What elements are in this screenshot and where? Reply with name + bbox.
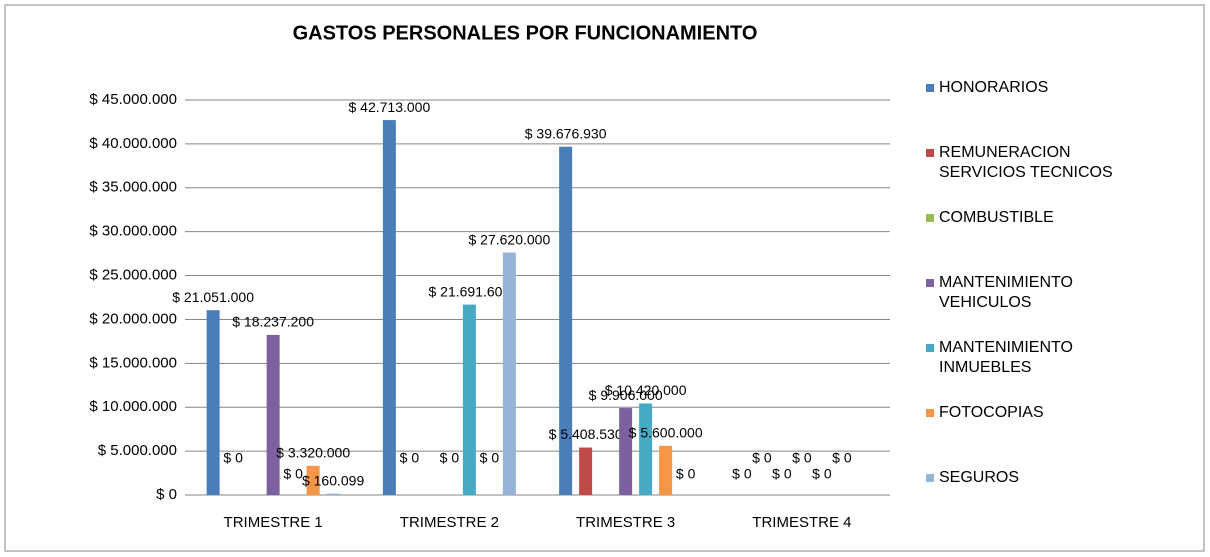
y-tick-label: $ 5.000.000	[98, 442, 177, 459]
data-label: $ 0	[400, 450, 420, 466]
bar	[462, 304, 476, 495]
data-label: $ 0	[812, 466, 832, 482]
data-label: $ 0	[440, 450, 460, 466]
bar	[326, 493, 340, 495]
legend-label: MANTENIMIENTO VEHICULOS	[939, 274, 1073, 311]
data-label: $ 0	[283, 466, 303, 482]
y-tick-label: $ 30.000.000	[89, 223, 177, 240]
legend-item: MANTENIMIENTO INMUEBLES	[926, 338, 1136, 378]
data-label: $ 0	[752, 450, 772, 466]
bar	[579, 447, 593, 495]
data-label: $ 0	[832, 450, 852, 466]
data-label: $ 21.051.000	[172, 289, 254, 305]
data-label: $ 27.620.000	[469, 231, 551, 247]
data-label: $ 0	[772, 466, 792, 482]
bar	[306, 465, 320, 495]
bar	[639, 403, 653, 495]
legend-swatch	[926, 214, 934, 222]
chart-border	[4, 4, 1205, 552]
data-label: $ 0	[480, 450, 500, 466]
legend-label: REMUNERACION SERVICIOS TECNICOS	[939, 144, 1113, 181]
legend-swatch	[926, 344, 934, 352]
data-label: $ 0	[732, 466, 752, 482]
data-label: $ 0	[223, 450, 243, 466]
y-tick-label: $ 35.000.000	[89, 179, 177, 196]
bar	[206, 310, 220, 495]
legend-label: SEGUROS	[939, 469, 1020, 486]
y-tick-label: $ 25.000.000	[89, 267, 177, 284]
data-label: $ 39.676.930	[525, 125, 607, 141]
data-label: $ 5.408.530	[549, 426, 623, 442]
legend-label: COMBUSTIBLE	[939, 209, 1054, 226]
legend-label: MANTENIMIENTO INMUEBLES	[939, 339, 1073, 376]
legend-swatch	[926, 474, 934, 482]
data-label: $ 0	[676, 466, 696, 482]
y-tick-label: $ 10.000.000	[89, 398, 177, 415]
legend-swatch	[926, 409, 934, 417]
bar	[619, 408, 633, 495]
y-tick-label: $ 45.000.000	[89, 91, 177, 108]
x-tick-label: TRIMESTRE 3	[576, 514, 675, 531]
data-label: $ 42.713.000	[349, 99, 431, 115]
legend-item: FOTOCOPIAS	[926, 403, 1044, 423]
bar	[382, 120, 396, 496]
legend-item: COMBUSTIBLE	[926, 208, 1054, 228]
x-tick-label: TRIMESTRE 2	[400, 514, 499, 531]
chart-title: GASTOS PERSONALES POR FUNCIONAMIENTO	[293, 22, 758, 44]
y-tick-label: $ 20.000.000	[89, 310, 177, 327]
legend-item: REMUNERACION SERVICIOS TECNICOS	[926, 143, 1136, 183]
bar	[502, 252, 516, 495]
data-label: $ 0	[792, 450, 812, 466]
data-label: $ 160.099	[302, 472, 364, 488]
data-label: $ 10.420.000	[605, 382, 687, 398]
legend-swatch	[926, 84, 934, 92]
x-tick-label: TRIMESTRE 1	[224, 514, 323, 531]
legend-label: HONORARIOS	[939, 79, 1049, 96]
legend-swatch	[926, 149, 934, 157]
bar	[266, 334, 280, 495]
data-label: $ 5.600.000	[629, 425, 703, 441]
data-label: $ 3.320.000	[276, 445, 350, 461]
legend-item: MANTENIMIENTO VEHICULOS	[926, 273, 1136, 313]
bar	[659, 445, 673, 495]
data-label: $ 9.906.000	[589, 387, 663, 403]
legend-item: SEGUROS	[926, 468, 1019, 488]
y-tick-label: $ 40.000.000	[89, 135, 177, 152]
data-label: $ 18.237.200	[232, 314, 314, 330]
legend-swatch	[926, 279, 934, 287]
data-label: $ 21.691.600	[429, 283, 511, 299]
legend-item: HONORARIOS	[926, 78, 1048, 98]
y-tick-label: $ 0	[156, 486, 177, 503]
x-tick-label: TRIMESTRE 4	[752, 514, 851, 531]
y-tick-label: $ 15.000.000	[89, 354, 177, 371]
bar	[559, 146, 573, 495]
legend-label: FOTOCOPIAS	[939, 404, 1044, 421]
